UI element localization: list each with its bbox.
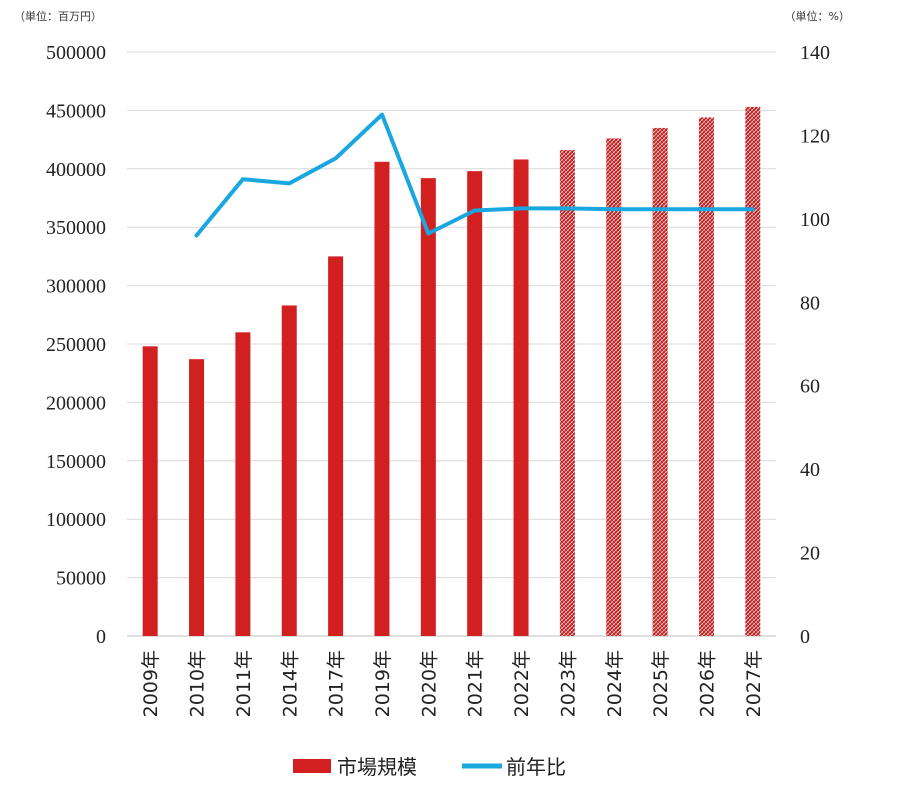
right-axis-tick-label: 60 xyxy=(800,376,820,398)
bar xyxy=(467,171,483,637)
legend-label-bar: 市場規模 xyxy=(337,755,417,779)
right-axis-tick-label: 0 xyxy=(800,626,810,648)
category-label: 2027年 xyxy=(743,650,765,717)
category-label: 2020年 xyxy=(418,650,440,717)
category-label: 2025年 xyxy=(650,650,672,717)
category-label: 2010年 xyxy=(187,650,209,717)
right-axis: 0 20 40 60 80 100 120 140 xyxy=(800,42,830,648)
left-axis-tick-label: 0 xyxy=(96,626,106,648)
bar xyxy=(513,159,529,636)
category-label: 2019年 xyxy=(372,650,394,717)
category-label: 2014年 xyxy=(279,650,301,717)
category-label: 2022年 xyxy=(511,650,533,717)
forecast-bar xyxy=(698,117,714,636)
bar xyxy=(235,332,251,636)
left-axis-tick-label: 400000 xyxy=(46,159,106,181)
right-axis-tick-label: 140 xyxy=(800,42,830,64)
category-label: 2011年 xyxy=(233,650,255,717)
left-axis-tick-label: 450000 xyxy=(46,100,106,122)
category-label: 2024年 xyxy=(604,650,626,717)
ratio-line xyxy=(194,112,755,238)
bar xyxy=(281,305,297,636)
left-axis-tick-label: 150000 xyxy=(46,451,106,473)
bar xyxy=(374,161,390,637)
left-axis-tick-label: 500000 xyxy=(46,42,106,64)
left-axis-unit: （単位：百万円） xyxy=(14,9,102,23)
legend: 市場規模 前年比 xyxy=(293,755,566,779)
bars xyxy=(142,106,761,637)
left-axis: 0 50000 100000 150000 200000 250000 300000 3500… xyxy=(46,42,106,648)
right-axis-tick-label: 120 xyxy=(800,125,830,147)
forecast-bar xyxy=(606,138,622,636)
forecast-bar xyxy=(745,106,761,636)
gridlines xyxy=(127,51,776,637)
right-axis-unit: （単位：%） xyxy=(785,9,850,23)
right-axis-tick-label: 80 xyxy=(800,292,820,314)
legend-label-line: 前年比 xyxy=(506,755,566,779)
left-axis-tick-label: 250000 xyxy=(46,334,106,356)
bar xyxy=(420,178,436,637)
right-axis-tick-label: 20 xyxy=(800,543,820,565)
category-label: 2009年 xyxy=(140,650,162,717)
left-axis-tick-label: 300000 xyxy=(46,276,106,298)
right-axis-tick-label: 100 xyxy=(800,209,830,231)
category-label: 2017年 xyxy=(326,650,348,717)
category-labels: 2009年 2010年 2011年 2014年 2017年 2019年 2020年 2021年… xyxy=(140,650,765,717)
category-label: 2023年 xyxy=(557,650,579,717)
bar xyxy=(142,346,158,636)
forecast-bar xyxy=(559,150,575,636)
left-axis-tick-label: 50000 xyxy=(56,568,106,590)
category-label: 2021年 xyxy=(465,650,487,717)
bar xyxy=(189,359,205,636)
forecast-bar xyxy=(652,127,668,637)
category-label: 2026年 xyxy=(696,650,718,717)
left-axis-tick-label: 100000 xyxy=(46,509,106,531)
left-axis-tick-label: 200000 xyxy=(46,392,106,414)
right-axis-tick-label: 40 xyxy=(800,459,820,481)
left-axis-tick-label: 350000 xyxy=(46,217,106,239)
bar xyxy=(328,256,344,636)
legend-swatch-bar xyxy=(293,759,331,773)
